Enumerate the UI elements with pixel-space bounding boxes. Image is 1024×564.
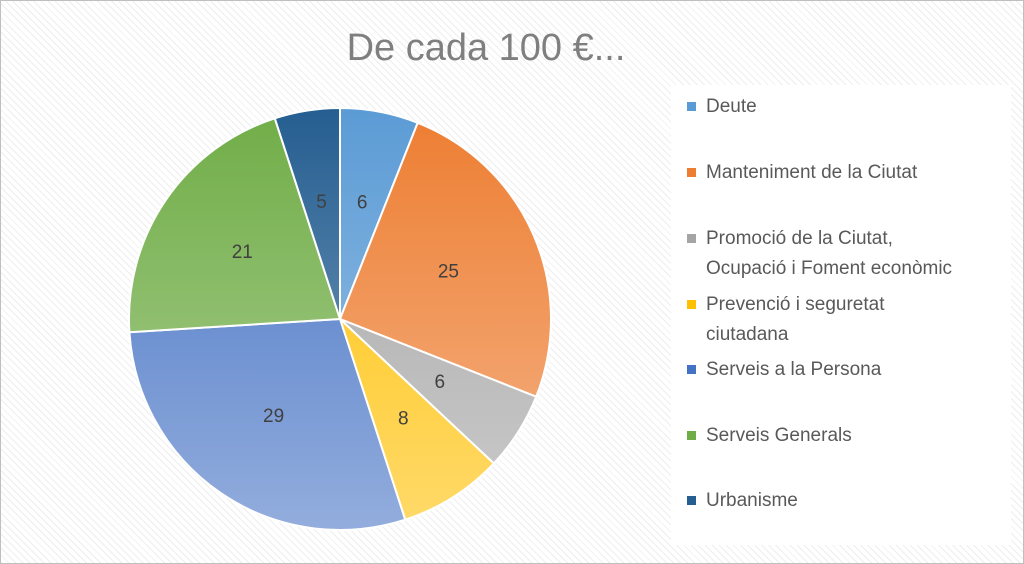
chart-title: De cada 100 €... xyxy=(346,27,626,69)
legend: Deute Manteniment de la Ciutat Promoció de… xyxy=(671,85,1011,545)
legend-label: Urbanisme xyxy=(706,490,798,511)
legend-item: Promoció de la Ciutat, Ocupació i Foment… xyxy=(687,224,952,284)
legend-item: Prevenció i seguretat ciutadana xyxy=(687,290,885,350)
data-label: 6 xyxy=(357,192,368,213)
pie-slice xyxy=(128,117,342,334)
pie-slice xyxy=(339,318,496,521)
legend-label: Serveis a la Persona xyxy=(706,359,882,380)
legend-swatch xyxy=(687,431,696,440)
legend-label: Prevenció i seguretat ciutadana xyxy=(706,294,885,345)
legend-label: Serveis Generals xyxy=(706,425,852,446)
legend-swatch xyxy=(687,365,696,374)
legend-item: Urbanisme xyxy=(687,486,798,516)
pie-slice xyxy=(273,106,341,320)
legend-item: Serveis Generals xyxy=(687,421,852,451)
legend-label: Deute xyxy=(706,96,757,117)
legend-swatch xyxy=(687,496,696,505)
data-label: 5 xyxy=(316,192,327,213)
legend-swatch xyxy=(687,300,696,309)
data-label: 29 xyxy=(263,406,284,427)
legend-label: Manteniment de la Ciutat xyxy=(706,162,918,183)
legend-item: Serveis a la Persona xyxy=(687,355,881,385)
pie-slice xyxy=(338,121,552,398)
data-label: 21 xyxy=(232,242,253,263)
data-label: 8 xyxy=(398,408,409,429)
legend-swatch xyxy=(687,168,696,177)
data-label: 25 xyxy=(438,262,459,283)
legend-swatch xyxy=(687,102,696,111)
legend-swatch xyxy=(687,234,696,243)
pie-slice xyxy=(128,317,407,531)
data-label: 6 xyxy=(434,372,445,393)
legend-label: Promoció de la Ciutat, Ocupació i Foment… xyxy=(706,228,953,279)
legend-item: Deute xyxy=(687,92,757,122)
legend-item: Manteniment de la Ciutat xyxy=(687,158,917,188)
